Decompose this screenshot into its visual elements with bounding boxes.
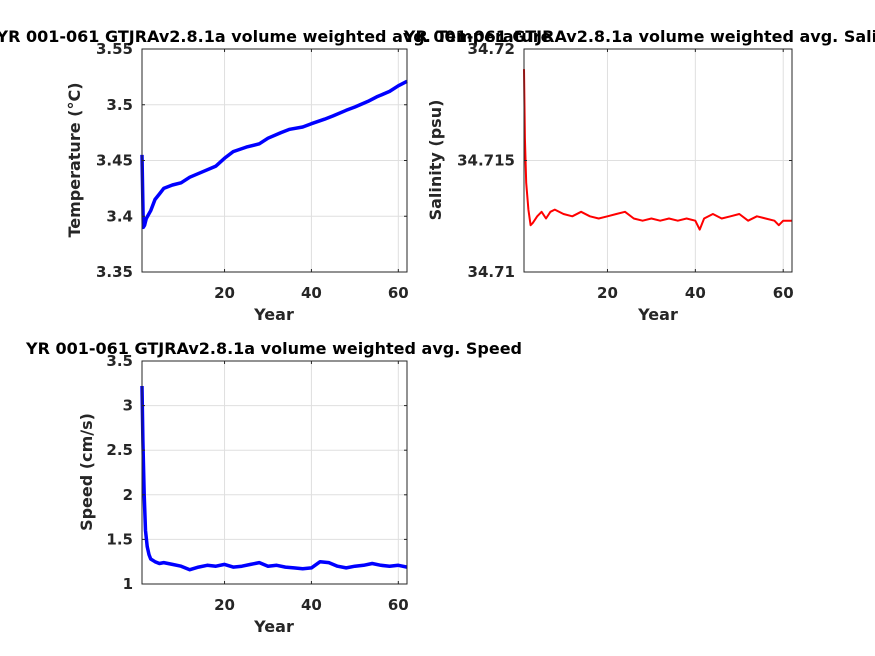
speed-panel: 20 40 60 1 1.5 2 2.5 3 3.5 YR 001-061 GTJRAv2.8.… (25, 339, 522, 636)
salinity-title: YR 001-061 GTJRAv2.8.1a volume weighted … (403, 27, 875, 46)
speed-ytick-label-5: 3.5 (106, 352, 133, 370)
speed-xtick-label-0: 20 (214, 596, 235, 614)
temperature-ticks: 20 40 60 3.35 3.4 3.45 3.5 3.55 (96, 40, 409, 302)
temperature-series (140, 79, 408, 230)
salinity-ylabel: Salinity (psu) (426, 100, 445, 221)
speed-ytick-label-1: 1.5 (106, 530, 133, 548)
speed-xtick-label-2: 60 (388, 596, 409, 614)
temperature-ytick-label-2: 3.45 (96, 152, 133, 170)
salinity-panel: 20 40 60 34.71 34.715 34.72 Year Salinity (ps… (426, 40, 794, 324)
salinity-ytick-label-0: 34.71 (468, 263, 515, 281)
salinity-xlabel: Year (637, 305, 678, 324)
speed-ytick-label-3: 2.5 (106, 441, 133, 459)
speed-series (140, 385, 408, 572)
salinity-xtick-label-1: 40 (685, 284, 706, 302)
speed-grid (142, 360, 407, 585)
temperature-grid (142, 48, 407, 273)
temperature-xlabel: Year (253, 305, 294, 324)
speed-title: YR 001-061 GTJRAv2.8.1a volume weighted … (25, 339, 522, 358)
temperature-xtick-label-1: 40 (301, 284, 322, 302)
speed-series-line-0 (140, 385, 408, 572)
speed-xlabel: Year (253, 617, 294, 636)
temperature-ytick-label-4: 3.55 (96, 40, 133, 58)
temperature-ytick-label-0: 3.35 (96, 263, 133, 281)
temperature-ytick-label-1: 3.4 (106, 207, 133, 225)
temperature-xtick-label-0: 20 (214, 284, 235, 302)
temperature-panel: 20 40 60 3.35 3.4 3.45 3.5 3.55 YR 001-061 GTJR… (0, 27, 552, 324)
salinity-grid (524, 48, 792, 273)
speed-ytick-label-0: 1 (123, 575, 133, 593)
temperature-ylabel: Temperature (°C) (65, 82, 84, 237)
salinity-series (523, 69, 792, 231)
temperature-ytick-label-3: 3.5 (106, 96, 133, 114)
salinity-ytick-label-2: 34.72 (468, 40, 515, 58)
temperature-series-line-0 (140, 79, 408, 230)
salinity-xtick-label-2: 60 (773, 284, 794, 302)
temperature-xtick-label-2: 60 (388, 284, 409, 302)
salinity-ticks: 20 40 60 34.71 34.715 34.72 (457, 40, 794, 302)
salinity-series-line-0 (523, 69, 792, 231)
salinity-ytick-label-1: 34.715 (457, 152, 515, 170)
speed-ytick-label-2: 2 (123, 486, 133, 504)
speed-xtick-label-1: 40 (301, 596, 322, 614)
salinity-xtick-label-0: 20 (597, 284, 618, 302)
temperature-title: YR 001-061 GTJRAv2.8.1a volume weighted … (0, 27, 552, 46)
speed-ytick-label-4: 3 (123, 397, 133, 415)
speed-ticks: 20 40 60 1 1.5 2 2.5 3 3.5 (106, 352, 408, 614)
speed-ylabel: Speed (cm/s) (77, 413, 96, 531)
speed-axes-frame (141, 360, 408, 585)
